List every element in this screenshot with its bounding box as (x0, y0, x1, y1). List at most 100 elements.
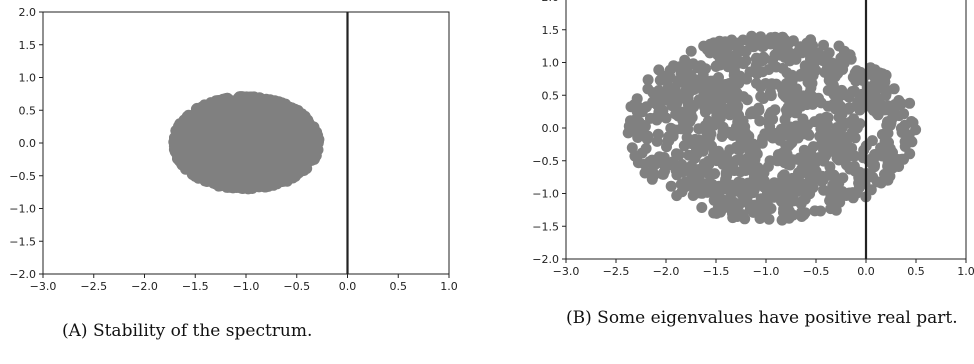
data-point (711, 115, 723, 127)
data-point (731, 211, 743, 222)
data-point (786, 69, 798, 81)
data-point (873, 94, 885, 105)
data-point (706, 140, 717, 152)
data-point (259, 124, 271, 136)
points (622, 30, 922, 226)
data-point (686, 169, 698, 181)
caption-a: (A) Stability of the spectrum. (62, 320, 462, 342)
data-point (781, 88, 793, 100)
data-point (194, 136, 206, 148)
data-point (697, 164, 709, 176)
data-point (799, 41, 811, 53)
data-point (696, 97, 708, 109)
data-point (763, 110, 775, 122)
data-point (182, 162, 194, 174)
data-point (271, 169, 283, 181)
data-point (673, 149, 685, 161)
data-point (809, 205, 821, 217)
caption-b-tag: (B) (566, 308, 592, 328)
data-point (235, 144, 246, 156)
data-point (729, 165, 740, 176)
data-point (708, 42, 720, 54)
data-point (746, 30, 758, 42)
data-point (844, 49, 855, 61)
data-point (755, 31, 767, 43)
data-point (699, 106, 711, 118)
data-point (728, 65, 740, 77)
data-point (631, 93, 643, 105)
data-point (731, 108, 743, 120)
data-point (763, 64, 775, 75)
data-point (262, 99, 274, 111)
data-point (840, 149, 852, 161)
x-tick-label: 0.5 (390, 280, 408, 293)
data-point (876, 146, 888, 158)
data-point (798, 209, 810, 221)
y-tick-label: 1.5 (19, 39, 37, 52)
data-point (776, 214, 788, 226)
data-point (790, 48, 802, 60)
y-tick-label: −1.0 (532, 188, 559, 201)
data-point (173, 120, 184, 132)
data-point (748, 108, 760, 120)
data-point (649, 158, 661, 170)
data-point (682, 92, 694, 104)
data-point (896, 127, 908, 138)
data-point (719, 92, 731, 104)
y-tick-label: 0.5 (19, 104, 37, 117)
x-tick-label: −2.5 (80, 280, 107, 293)
x-tick-label: −1.5 (703, 265, 730, 278)
data-point (833, 177, 845, 189)
data-point (196, 101, 208, 113)
data-point (753, 164, 765, 176)
data-point (179, 127, 191, 139)
data-point (168, 136, 180, 148)
x-tick-label: −2.0 (653, 265, 680, 278)
data-point (766, 191, 778, 203)
data-point (904, 97, 916, 109)
subplot-a: −3.0 −2.5 −2.0 −1.5 −1.0 −0.5 0.0 0.5 1.0 −2.0 −1.… (9, 6, 457, 293)
x-tick-label: −1.0 (233, 280, 260, 293)
data-point (660, 112, 672, 124)
y-tick-label: −2.0 (532, 253, 559, 266)
data-point (715, 102, 727, 114)
data-point (762, 161, 774, 172)
y-tick-label: −2.0 (9, 268, 36, 281)
data-point (898, 108, 910, 120)
data-point (721, 43, 733, 55)
y-tick-label: 1.0 (542, 57, 560, 70)
data-point (796, 120, 808, 132)
data-point (181, 111, 193, 122)
data-point (777, 170, 789, 182)
data-point (794, 169, 806, 180)
data-point (780, 182, 792, 194)
data-point (658, 152, 670, 163)
data-point (696, 202, 708, 213)
data-point (285, 123, 297, 135)
data-point (280, 136, 292, 148)
data-point (879, 135, 891, 147)
data-point (260, 179, 272, 191)
data-point (308, 153, 320, 165)
data-point (731, 37, 743, 49)
data-point (899, 141, 911, 152)
data-point (910, 124, 922, 136)
caption-b: (B) Some eigenvalues have positive real … (566, 307, 966, 329)
data-point (254, 112, 266, 124)
data-point (255, 164, 266, 176)
data-point (204, 112, 215, 124)
data-point (831, 122, 843, 133)
data-point (654, 74, 666, 86)
x-tick-label: 1.0 (440, 280, 458, 293)
data-point (742, 134, 754, 146)
data-point (685, 45, 697, 57)
data-point (290, 170, 302, 182)
data-point (212, 101, 224, 113)
data-point (224, 177, 236, 189)
data-point (801, 99, 813, 111)
data-point (820, 146, 832, 158)
data-point (806, 77, 818, 89)
data-point (828, 98, 840, 110)
data-point (203, 165, 215, 177)
data-point (716, 131, 728, 142)
